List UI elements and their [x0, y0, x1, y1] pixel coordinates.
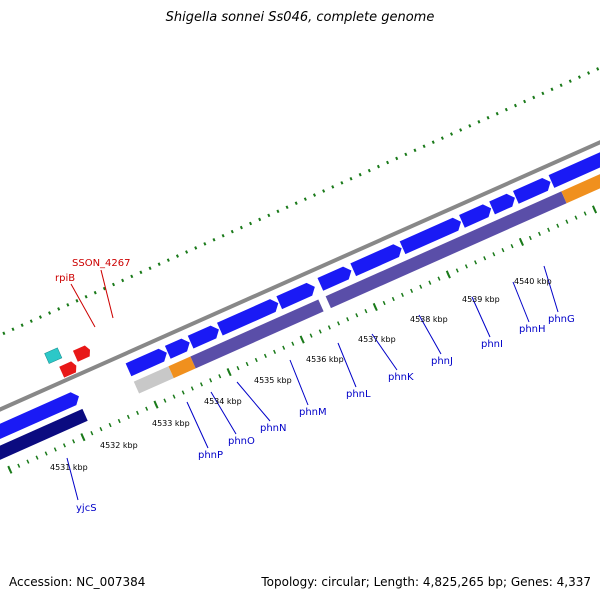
leader-phnL: [337, 342, 357, 388]
leader-phnO: [210, 391, 237, 435]
page-title: Shigella sonnei Ss046, complete genome: [165, 10, 435, 25]
outer-tick-track: [0, 59, 600, 356]
leader-yjcS: [66, 457, 79, 501]
gene-label-phnJ: phnJ: [431, 356, 453, 367]
leader-rpiB: [70, 283, 96, 328]
cds-forward-phnE: [548, 139, 600, 188]
gene-label-phnO: phnO: [228, 436, 255, 447]
footer-accession: Accession: NC_007384: [9, 575, 146, 589]
cds-forward-phnH: [459, 204, 492, 228]
cds-forward-phnL: [276, 282, 315, 310]
inner-minor-ticks: [8, 175, 600, 472]
gene-label-phnG: phnG: [548, 314, 575, 325]
cds-forward-phnM: [216, 299, 279, 336]
footer-topology: Topology: circular; Length: 4,825,265 bp…: [261, 575, 591, 589]
rna-label-rpiB: rpiB: [55, 273, 75, 284]
leader-phnN: [236, 381, 271, 422]
leader-phnJ: [418, 314, 442, 355]
scale-label-4539: 4539 kbp: [462, 295, 500, 304]
leader-SSON_4267: [100, 269, 114, 319]
leader-phnK: [371, 333, 398, 371]
gene-label-phnN: phnN: [260, 423, 287, 434]
scale-label-4534: 4534 kbp: [204, 397, 242, 406]
scale-label-4535: 4535 kbp: [254, 376, 292, 385]
scale-label-4532: 4532 kbp: [100, 441, 138, 450]
leader-phnM: [289, 359, 309, 406]
cds-forward-phnO: [164, 338, 190, 359]
scale-label-4538: 4538 kbp: [410, 315, 448, 324]
cds-forward-phnJ: [350, 244, 402, 277]
map-labels: 4531 kbp 4532 kbp 4533 kbp 4534 kbp 4535…: [50, 258, 575, 514]
cds-reverse-block-1: [190, 299, 324, 369]
trna-feature-teal: [44, 347, 63, 364]
cds-reverse-block-2: [325, 191, 567, 309]
scale-label-4533: 4533 kbp: [152, 419, 190, 428]
cds-forward-phnI: [399, 217, 462, 255]
cds-forward-phnF: [512, 177, 551, 204]
gene-label-phnI: phnI: [481, 339, 503, 350]
gene-label-phnL: phnL: [346, 389, 371, 400]
gene-label-phnP: phnP: [198, 450, 223, 461]
rna-label-SSON_4267: SSON_4267: [72, 258, 131, 269]
leader-phnP: [186, 401, 209, 449]
track-group: [0, 59, 600, 474]
cds-forward-phnG: [489, 193, 515, 215]
leader-phnI: [471, 296, 491, 338]
genome-backbone: [0, 121, 600, 427]
cds-forward-phnP: [125, 348, 167, 377]
cds-forward-phnK: [317, 266, 352, 291]
cds-forward-yjcS: [0, 392, 79, 449]
scale-label-4537: 4537 kbp: [358, 335, 396, 344]
pseudo-gene-region: [133, 366, 174, 394]
label-leaders: [66, 265, 559, 501]
gene-label-phnM: phnM: [299, 407, 327, 418]
gene-label-yjcS: yjcS: [76, 503, 97, 514]
leader-phnG: [543, 265, 559, 313]
scale-label-4531: 4531 kbp: [50, 463, 88, 472]
orange-feature-2: [561, 174, 600, 204]
cds-reverse-yjcS: [0, 408, 88, 467]
scale-label-4536: 4536 kbp: [306, 355, 344, 364]
rna-feature-red-1: [59, 361, 77, 378]
gene-label-phnH: phnH: [519, 324, 546, 335]
orange-feature-1: [168, 356, 196, 379]
gene-label-phnK: phnK: [388, 372, 414, 383]
leader-phnH: [512, 281, 530, 323]
scale-label-4540: 4540 kbp: [514, 277, 552, 286]
cds-forward-phnN: [187, 325, 219, 349]
rna-feature-red-2: [72, 345, 90, 362]
